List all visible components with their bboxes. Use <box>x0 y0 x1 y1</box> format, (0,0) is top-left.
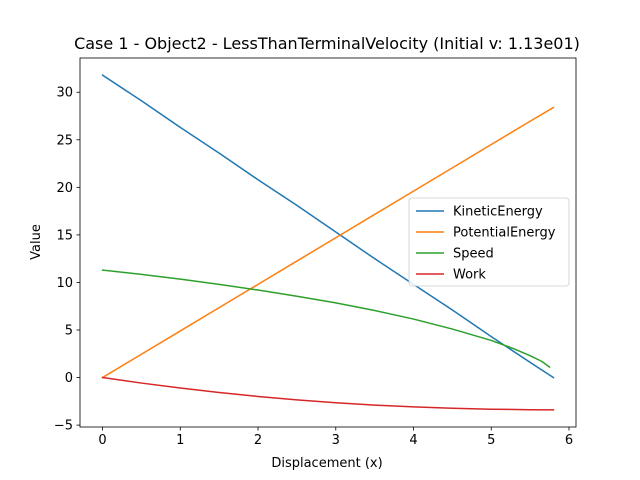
y-tick-label: 25 <box>56 133 73 148</box>
x-tick-label: 5 <box>487 433 495 448</box>
y-tick-label: −5 <box>54 419 73 434</box>
x-tick-label: 0 <box>98 433 106 448</box>
y-tick-label: 0 <box>65 371 73 386</box>
legend-label: PotentialEnergy <box>453 226 556 241</box>
y-tick-label: 15 <box>56 228 73 243</box>
axes-frame <box>79 57 577 428</box>
x-tick-label: 6 <box>565 433 573 448</box>
x-tick-label: 2 <box>254 433 262 448</box>
plot-area: 0 1 2 3 4 5 6 −5 0 5 10 15 20 25 30 KineticEnergy Potent… <box>54 57 577 448</box>
legend-box <box>408 197 570 287</box>
series-line-potentialenergy <box>101 106 555 379</box>
series-line-work <box>101 376 555 411</box>
chart-title: Case 1 - Object2 - LessThanTerminalVeloc… <box>74 34 580 53</box>
y-tick-label: 30 <box>56 86 73 101</box>
legend-label: Speed <box>453 247 494 262</box>
x-tick-label: 1 <box>176 433 184 448</box>
x-axis-label: Displacement (x) <box>271 456 382 471</box>
x-tick-label: 3 <box>332 433 340 448</box>
x-tick-label: 4 <box>409 433 417 448</box>
series-line-kineticenergy <box>101 74 555 379</box>
y-tick-label: 10 <box>56 276 73 291</box>
series-line-speed <box>101 269 551 369</box>
legend-label: KineticEnergy <box>453 205 543 220</box>
legend: KineticEnergy PotentialEnergy Speed Work <box>408 197 570 287</box>
y-tick-label: 20 <box>56 181 73 196</box>
y-axis-label: Value <box>29 224 44 260</box>
legend-label: Work <box>453 268 486 283</box>
y-tick-label: 5 <box>65 323 73 338</box>
